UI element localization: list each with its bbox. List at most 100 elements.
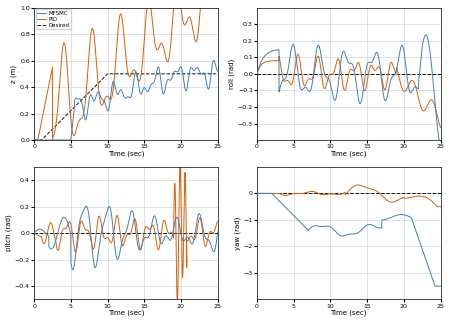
Line: PID: PID xyxy=(257,185,441,207)
X-axis label: Time (sec): Time (sec) xyxy=(108,151,144,157)
Line: MFSMC: MFSMC xyxy=(34,206,218,270)
MFSMC xyxy=(192,69,197,72)
Line: MFSMC: MFSMC xyxy=(34,60,218,140)
PID xyxy=(325,79,330,82)
X-axis label: Time (sec): Time (sec) xyxy=(330,310,367,317)
PID xyxy=(333,192,338,196)
MFSMC xyxy=(212,59,217,62)
X-axis label: Time (sec): Time (sec) xyxy=(330,151,367,157)
X-axis label: Time (sec): Time (sec) xyxy=(108,310,144,317)
PID xyxy=(110,238,115,242)
Y-axis label: roll (rad): roll (rad) xyxy=(229,59,235,89)
Desired xyxy=(32,138,37,142)
Desired xyxy=(105,72,110,76)
MFSMC xyxy=(275,48,281,52)
PID xyxy=(32,231,37,235)
MFSMC xyxy=(414,232,420,236)
PID xyxy=(52,237,58,241)
MFSMC xyxy=(414,86,420,90)
Desired xyxy=(110,72,115,76)
MFSMC xyxy=(211,58,216,62)
MFSMC xyxy=(434,284,440,288)
Line: PID: PID xyxy=(34,0,218,140)
MFSMC xyxy=(63,138,69,142)
MFSMC xyxy=(434,121,440,125)
PID xyxy=(438,126,443,129)
MFSMC xyxy=(32,138,37,142)
MFSMC xyxy=(84,204,89,208)
Line: MFSMC: MFSMC xyxy=(257,194,441,286)
Y-axis label: pitch (rad): pitch (rad) xyxy=(5,215,12,251)
MFSMC xyxy=(52,138,58,142)
PID xyxy=(32,138,37,142)
MFSMC xyxy=(438,284,443,288)
PID xyxy=(177,163,183,167)
PID xyxy=(102,237,107,241)
MFSMC xyxy=(192,236,197,240)
MFSMC xyxy=(32,231,37,235)
PID xyxy=(434,204,440,208)
MFSMC xyxy=(423,33,428,37)
MFSMC xyxy=(102,218,107,222)
MFSMC xyxy=(102,100,107,104)
MFSMC xyxy=(286,63,292,67)
Desired xyxy=(102,75,107,79)
PID xyxy=(102,98,107,102)
Y-axis label: yaw (rad): yaw (rad) xyxy=(234,216,241,250)
MFSMC xyxy=(438,146,443,150)
PID xyxy=(52,128,58,132)
PID xyxy=(295,52,301,56)
MFSMC xyxy=(325,224,330,228)
PID xyxy=(175,301,180,305)
PID xyxy=(63,50,69,54)
MFSMC xyxy=(432,284,438,288)
MFSMC xyxy=(110,222,115,226)
Desired xyxy=(215,72,220,76)
PID xyxy=(434,205,440,209)
PID xyxy=(414,91,420,95)
PID xyxy=(438,205,443,209)
PID xyxy=(110,93,115,97)
PID xyxy=(63,227,69,231)
MFSMC xyxy=(275,198,281,202)
Desired xyxy=(63,114,69,118)
PID xyxy=(254,72,260,76)
PID xyxy=(275,59,281,62)
MFSMC xyxy=(254,72,260,76)
MFSMC xyxy=(286,209,292,213)
MFSMC xyxy=(63,217,69,221)
MFSMC xyxy=(333,98,338,102)
MFSMC xyxy=(52,241,58,245)
MFSMC xyxy=(215,70,220,73)
Line: Desired: Desired xyxy=(34,74,218,140)
Desired xyxy=(52,125,58,128)
PID xyxy=(212,0,217,1)
MFSMC xyxy=(333,230,338,233)
Line: PID: PID xyxy=(34,165,218,303)
PID xyxy=(286,80,292,84)
Legend: MFSMC, PID, Desired: MFSMC, PID, Desired xyxy=(36,9,71,29)
MFSMC xyxy=(70,268,76,272)
Y-axis label: z (m): z (m) xyxy=(11,65,17,83)
Desired xyxy=(212,72,217,76)
PID xyxy=(254,192,260,195)
MFSMC xyxy=(325,76,330,80)
Line: MFSMC: MFSMC xyxy=(257,35,441,148)
MFSMC xyxy=(215,230,220,234)
Desired xyxy=(192,72,197,76)
PID xyxy=(333,65,338,69)
MFSMC xyxy=(254,192,260,195)
PID xyxy=(434,112,440,116)
MFSMC xyxy=(212,250,217,253)
MFSMC xyxy=(110,81,115,85)
PID xyxy=(286,193,292,197)
PID xyxy=(355,183,360,187)
Line: PID: PID xyxy=(257,54,441,128)
PID xyxy=(414,194,420,198)
PID xyxy=(212,230,217,234)
PID xyxy=(192,35,197,39)
PID xyxy=(215,220,220,223)
PID xyxy=(192,238,197,242)
PID xyxy=(275,192,281,195)
PID xyxy=(325,192,330,196)
